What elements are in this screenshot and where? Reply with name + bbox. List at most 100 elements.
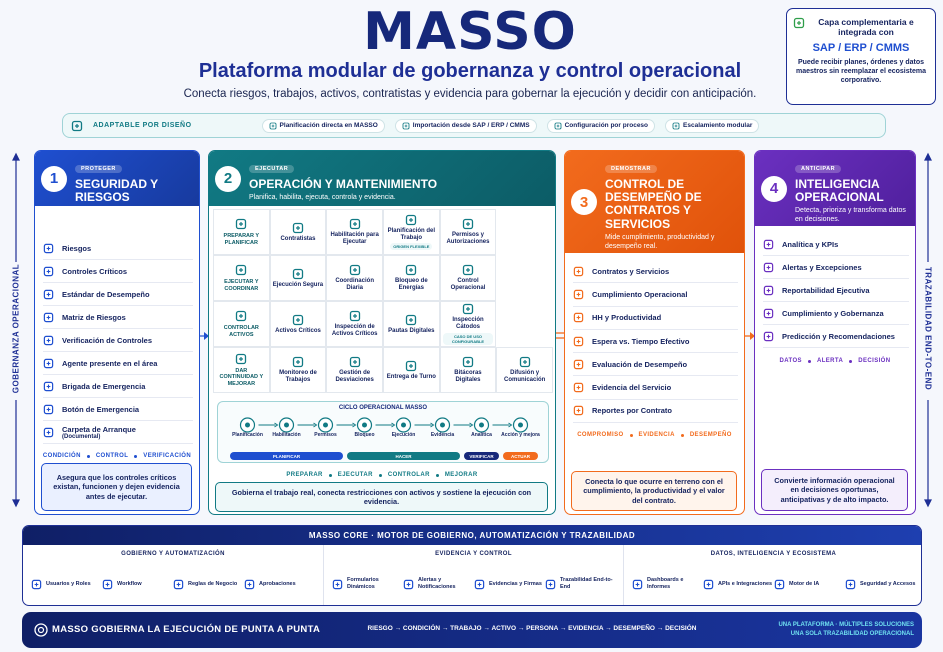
cycle-phase: ACTUAR [503,452,538,460]
item-label: Estándar de Desempeño [62,289,150,299]
item-label: HH y Productividad [592,313,662,323]
icon [43,335,54,345]
cycle-phase: VERIFICAR [464,452,499,460]
row-label: EJECUTAR Y COORDINAR [224,279,259,292]
core-group: GOBIERNO Y AUTOMATIZACIÓN Usuarios y Role… [23,545,323,605]
operation-cell: Control Operacional [439,255,497,301]
operation-cell: Habilitación para Ejecutar [326,209,383,255]
footer-tagline: UNA SOLA TRAZABILIDAD OPERACIONAL [790,631,914,637]
pillar-description: Detecta, prioriza y transforma datos en … [795,207,906,224]
item-text: Controles Críticos [62,267,127,276]
integration-systems: SAP / ERP / CMMS [812,42,910,54]
item-label: Matriz de Riesgos [62,312,126,322]
icon [43,358,54,368]
icon [703,579,714,589]
keyword-dot [86,454,90,458]
cycle-step: Ejecución [391,432,416,438]
icon [406,214,417,225]
chip-label: Importación desde SAP / ERP / CMMS [412,122,530,129]
core-group-title: EVIDENCIA Y CONTROL [435,551,512,557]
keyword: ALERTA [816,358,844,364]
core-item: Usuarios y Roles [31,567,102,601]
pillar-item: Agente presente en el área [43,352,193,375]
icon [793,17,805,29]
item-text: Predicción y Recomendaciones [782,332,895,341]
icon [43,289,54,299]
icon [236,353,247,365]
icon [554,122,562,129]
item-label: Reportabilidad Ejecutiva [782,285,870,295]
icon [774,579,785,589]
operation-cell: Permisos y Autorizaciones [439,209,497,255]
item-text: HH y Productividad [592,313,661,322]
keywords: CONDICIÓN CONTROL VERIFICACIÓN [35,453,199,459]
keyword-dot [680,433,684,437]
row-label: DAR CONTINUIDAD Y MEJORAR [219,368,264,387]
item-note: (Documental) [62,433,101,440]
row-header: EJECUTAR Y COORDINAR [213,255,270,301]
pillar-number: 1 [41,165,67,192]
cycle-step: Analítica [471,432,492,438]
icon [474,579,485,589]
pillar-item: Cumplimiento y Gobernanza [763,302,909,325]
core-item-label: Reglas de Negocio [188,580,238,587]
adaptable-chip: Planificación directa en MASSO [261,118,385,133]
item-text: Cumplimiento y Gobernanza [782,309,884,318]
operation-cell: Entrega de Turno [383,347,440,393]
pillar-number: 2 [215,165,241,192]
pillar-item: Reportes por Contrato [573,400,738,424]
icon [43,266,54,276]
pillar-item: Carpeta de Arranque (Documental) [43,421,193,444]
chip-label: Planificación directa en MASSO [279,122,378,129]
icon [462,303,474,315]
icon [349,356,360,368]
pillar-description: Define y verifica las condiciones para o… [75,207,191,224]
core-item: Aprobaciones [244,567,315,601]
adaptable-chip: Configuración por proceso [546,118,656,133]
core-item: Evidencias y Firmas [474,567,545,601]
cycle-step: Bloqueo [354,432,375,438]
icon [332,579,343,589]
core-item: Formularios Dinámicos [332,567,403,601]
row-label: CONTROLAR ACTIVOS [223,325,259,338]
icon [269,122,276,129]
icon [292,314,304,325]
icon [462,356,474,368]
pillar-tag: PROTEGER [75,165,122,173]
item-label: Carpeta de Arranque [62,424,136,434]
side-label-right: TRAZABILIDAD END-TO-END [923,266,933,391]
item-text: Botón de Emergencia [62,405,139,414]
icon [406,264,417,276]
pillar-item: Analítica y KPIs [763,233,909,256]
pillar-tag: EJECUTAR [249,165,295,173]
pillar-item: Botón de Emergencia [43,398,193,421]
pillar-header: 4 ANTICIPAR INTELIGENCIA OPERACIONAL Detect… [755,151,915,226]
keyword: PREPARAR [286,472,323,478]
footer: MASSO GOBIERNA LA EJECUCIÓN DE PUNTA A P… [22,612,922,648]
pillar: 3 DEMOSTRAR CONTROL DE DESEMPEÑO DE CONTRA… [564,150,745,515]
row-label: PREPARAR Y PLANIFICAR [223,233,260,246]
keyword: COMPROMISO [577,432,624,438]
footer-tagline: UNA PLATAFORMA · MÚLTIPLES SOLUCIONES [778,622,914,628]
cell-label: Planificación del Trabajo [387,227,435,241]
keyword: CONDICIÓN [42,453,81,459]
core-item: Seguridad y Accesos [845,567,916,601]
keyword-dot [849,359,853,363]
icon [292,268,304,279]
pillar-summary: Convierte información operacional en dec… [761,469,908,511]
operation-cell: Pautas Digitales [383,301,440,347]
core-item: Workflow [102,567,173,601]
cell-label: Activos Críticos [275,327,321,334]
chip-label: Configuración por proceso [564,122,649,129]
pillar-summary: Conecta lo que ocurre en terreno con el … [571,471,737,511]
keyword-dot [134,454,138,458]
item-text: Cumplimiento Operacional [592,290,687,299]
item-label: Controles Críticos [62,266,128,276]
cell-label: Contratistas [280,235,316,242]
pillar-item: Estándar de Desempeño [43,283,193,306]
item-label: Reportes por Contrato [592,406,673,416]
core-item-label: Evidencias y Firmas [489,580,542,587]
core-group-title: GOBIERNO Y AUTOMATIZACIÓN [121,551,225,557]
keyword: EJECUTAR [337,472,373,478]
